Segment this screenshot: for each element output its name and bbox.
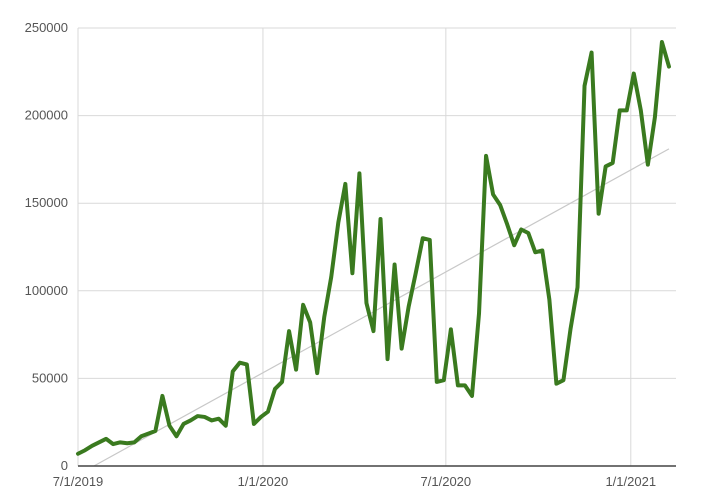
x-tick-label: 7/1/2020 <box>421 474 472 489</box>
series-layer <box>76 40 671 456</box>
y-tick-label: 0 <box>61 458 68 473</box>
trendline-layer <box>93 148 670 467</box>
y-tick-label: 150000 <box>25 195 68 210</box>
y-tick-label: 50000 <box>32 370 68 385</box>
trendline <box>93 148 670 467</box>
series-line <box>76 40 671 456</box>
x-tick-label: 1/1/2020 <box>238 474 289 489</box>
x-tick-label: 1/1/2021 <box>605 474 656 489</box>
x-tick-label: 7/1/2019 <box>53 474 104 489</box>
y-tick-label: 250000 <box>25 20 68 35</box>
y-tick-label: 200000 <box>25 108 68 123</box>
grid <box>77 27 676 466</box>
y-tick-label: 100000 <box>25 283 68 298</box>
axes: 0 50000 100000 150000 200000 250000 7/1/2019 1/… <box>25 20 676 489</box>
